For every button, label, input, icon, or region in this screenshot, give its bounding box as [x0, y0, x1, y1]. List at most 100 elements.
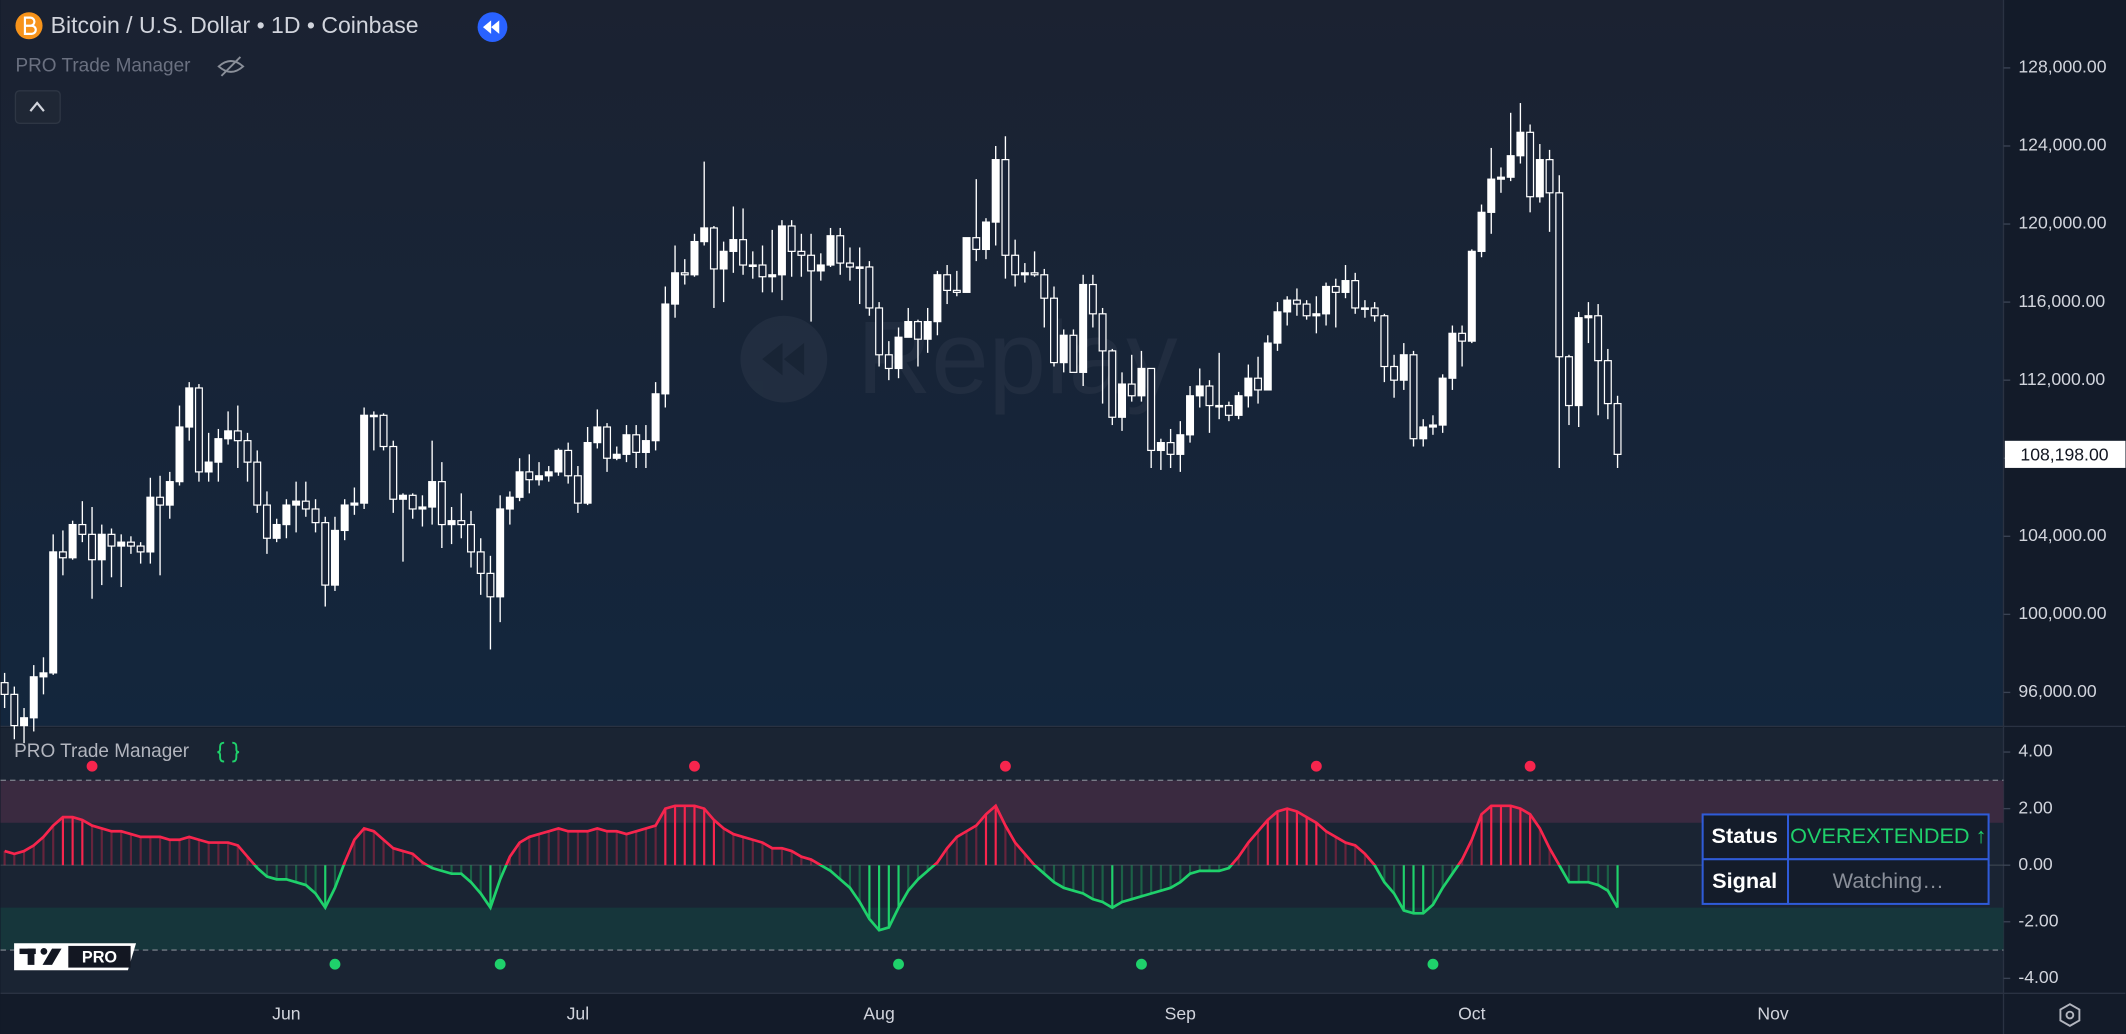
settings-button[interactable] [2059, 1003, 2081, 1027]
candle-body [1079, 283, 1088, 373]
y-tick-label: -4.00 [2018, 967, 2058, 987]
watermark-icon-arrow [762, 342, 783, 376]
candle-body [58, 551, 67, 559]
candle-body [1312, 313, 1321, 317]
candle-body [826, 235, 835, 266]
candle-body [1613, 402, 1622, 455]
candle-body [1331, 285, 1340, 293]
x-tick-label: Jun [272, 1004, 300, 1024]
candle-body [962, 237, 971, 293]
candle-body [1584, 315, 1593, 319]
candle-body [467, 523, 476, 553]
candle-body [1030, 272, 1039, 276]
candle-body [913, 321, 922, 340]
candle-body [797, 250, 806, 256]
candle-body [1390, 365, 1399, 381]
logo-badge [68, 945, 131, 968]
last-price-marker [2004, 440, 2126, 468]
candle-body [583, 442, 592, 504]
candle-body [486, 572, 495, 598]
y-tick-label: 0.00 [2018, 854, 2052, 874]
candle-body [1108, 350, 1117, 418]
logo-mark [42, 948, 62, 965]
candle-body [573, 475, 582, 504]
candle-body [1195, 385, 1204, 397]
candle-body [1428, 424, 1437, 428]
candle-body [719, 250, 728, 270]
candle-body [661, 303, 670, 395]
candle-body [379, 414, 388, 448]
bitcoin-icon-glyph [23, 16, 37, 35]
candle-body [476, 551, 485, 574]
candle-body [1496, 176, 1505, 180]
x-tick-label: Nov [1757, 1004, 1789, 1024]
candle-body [923, 321, 932, 340]
replay-watermark: Replay [740, 300, 1178, 415]
y-tick-label: 104,000.00 [2018, 525, 2106, 545]
candle-body [836, 235, 845, 264]
candle-body [146, 496, 155, 553]
table-cell: Status [1712, 823, 1778, 848]
candle-body [321, 522, 330, 586]
source-code-icon[interactable] [217, 741, 240, 763]
last-price-label: 108,198.00 [2020, 444, 2108, 464]
candle-body [165, 481, 174, 506]
candle-body [1351, 280, 1360, 309]
candle-body [1467, 250, 1476, 342]
candle-body [398, 494, 407, 500]
candles [0, 103, 1622, 744]
candle-body [884, 354, 893, 370]
candle-body [1147, 367, 1156, 452]
candle-body [554, 449, 563, 473]
sell-signal [1310, 760, 1322, 772]
collapse-icon [29, 101, 45, 112]
y-tick-label: 2.00 [2018, 797, 2052, 817]
candle-body [1205, 385, 1214, 407]
candle-body [224, 430, 233, 440]
candle-body [709, 227, 718, 270]
candle-body [1302, 303, 1311, 317]
candle-body [972, 237, 981, 251]
candle-body [243, 440, 252, 463]
candle-body [1040, 274, 1049, 299]
candle-body [1516, 131, 1525, 157]
candle-body [496, 508, 505, 598]
candle-body [952, 289, 961, 293]
candle-body [865, 266, 874, 309]
candle-body [1234, 395, 1243, 416]
candle-body [505, 496, 514, 510]
candle-body [369, 414, 378, 418]
sell-signal [999, 760, 1011, 772]
candle-body [1254, 377, 1263, 391]
candle-body [156, 496, 165, 506]
candle-body [1059, 334, 1068, 364]
candle-body [612, 453, 621, 459]
candle-body [787, 225, 796, 252]
buy-signal [893, 958, 904, 970]
candle-body [1594, 315, 1603, 362]
symbol-title: Bitcoin / U.S. Dollar • 1D • Coinbase [51, 12, 419, 38]
candle-body [1098, 313, 1107, 352]
candle-body [768, 274, 777, 278]
candle-body [525, 471, 534, 481]
candle-body [1283, 299, 1292, 313]
candle-body [680, 272, 689, 276]
buy-signal [1136, 958, 1147, 970]
indicator-name: PRO Trade Manager [14, 741, 189, 762]
candle-body [1419, 426, 1428, 440]
candle-body [671, 272, 680, 305]
candle-body [262, 504, 271, 539]
overlay-indicator-name: PRO Trade Manager [15, 55, 190, 76]
candle-body [904, 321, 913, 338]
y-tick-label: -2.00 [2018, 910, 2058, 930]
candle-body [0, 682, 9, 695]
collapse-button[interactable] [14, 90, 61, 124]
candle-body [1118, 383, 1127, 418]
settings-icon [2059, 1003, 2081, 1027]
candle-body [515, 471, 524, 498]
candle-body [214, 438, 223, 463]
hide-toggle[interactable] [217, 56, 245, 77]
candle-body [1564, 356, 1573, 407]
candle-body [544, 471, 553, 477]
